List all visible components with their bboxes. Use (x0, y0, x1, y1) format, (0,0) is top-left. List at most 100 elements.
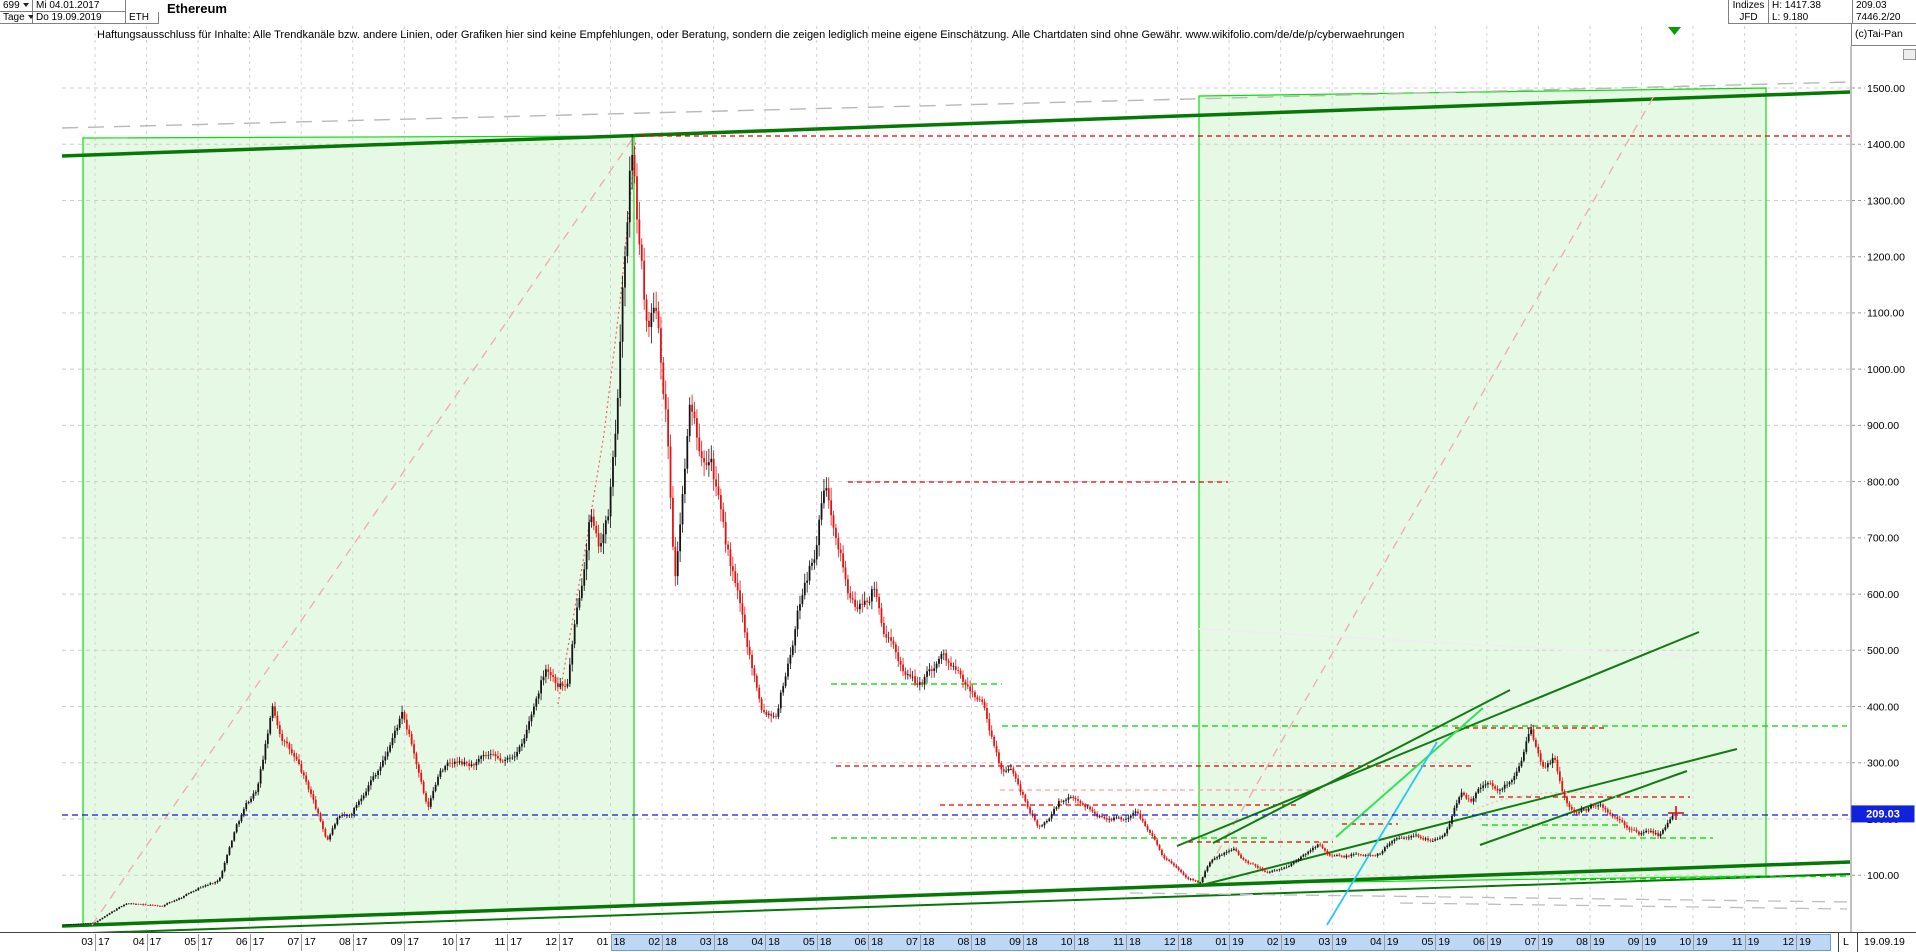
x-axis-month-tick (919, 934, 921, 951)
x-axis-year-label: 19 (1799, 936, 1811, 948)
x-axis-month-tick (455, 934, 457, 951)
x-axis-month-tick (507, 934, 509, 951)
x-axis-month-label: 12 (1782, 936, 1795, 948)
x-axis-year-label: 17 (407, 936, 419, 948)
gray-dash-bottom-2 (1399, 902, 1848, 910)
x-axis-month-label: 01 (596, 936, 609, 948)
period-value: Tage (3, 12, 25, 23)
y-axis-label: 900.00 (1867, 420, 1899, 432)
x-axis-year-label: 19 (1747, 936, 1760, 948)
x-axis-month-tick (610, 934, 612, 951)
header-bar: 699 Tage Mi 04.01.2017 Do 19.09.2019 ETH… (0, 0, 1916, 24)
x-axis-month-label: 11 (1113, 936, 1124, 948)
x-axis-month-tick (662, 934, 664, 951)
x-axis-year-label: 18 (871, 936, 883, 948)
x-axis-year-label: 18 (974, 936, 987, 948)
x-axis-year-label: 17 (252, 936, 265, 948)
x-axis-year-label: 18 (665, 936, 677, 948)
y-axis-label: 700.00 (1867, 533, 1899, 545)
symbol-field: ETH (126, 12, 159, 24)
x-axis-month-label: 04 (132, 936, 145, 948)
chevron-down-icon (27, 15, 34, 20)
x-axis-month-tick (249, 934, 251, 951)
x-axis-separator (1838, 933, 1839, 952)
x-axis-month-label: 10 (442, 936, 454, 948)
disclaimer-text: Haftungsausschluss für Inhalte: Alle Tre… (97, 29, 1405, 41)
header-volume: 7446.2/20 (1852, 12, 1916, 24)
x-axis-month-tick (1074, 934, 1076, 951)
x-axis-year-label: 19 (1592, 936, 1605, 948)
x-axis-year-label: 19 (1283, 936, 1296, 948)
green-dash-bottom-ext (1559, 875, 1848, 881)
x-axis-month-tick (1538, 934, 1540, 951)
candles-up-bodies (63, 155, 1674, 926)
x-axis-month-label: 12 (545, 936, 557, 948)
x-axis-year-label: 17 (149, 936, 162, 948)
period-low-label: L: 9.180 (1768, 12, 1852, 24)
x-axis-month-tick (558, 934, 560, 951)
x-axis-month-tick (352, 934, 354, 951)
x-axis-year-label: 18 (768, 936, 780, 948)
left-trend-channel-fill (83, 136, 634, 926)
g3-channel-uptrend (1212, 689, 1511, 844)
x-axis-year-label: 19 (1335, 936, 1347, 948)
x-axis-month-tick (301, 934, 303, 951)
y-axis-label: 1500.00 (1867, 83, 1905, 95)
candles-down-bodies (132, 155, 1660, 907)
x-axis-year-label: 19 (1541, 936, 1554, 948)
bars-count-value: 699 (3, 0, 20, 11)
x-axis-month-label: 05 (184, 936, 197, 948)
x-axis-month-tick (1229, 934, 1231, 951)
current-price-tag (1851, 805, 1915, 823)
x-axis-separator (1857, 933, 1858, 952)
x-axis-month-tick (713, 934, 715, 951)
x-axis-year-label: 18 (613, 936, 626, 948)
x-axis-month-label: 11 (494, 936, 506, 948)
x-axis-month-label: 03 (81, 936, 93, 948)
x-axis-month-label: 02 (648, 936, 661, 948)
x-axis-month-tick (1332, 934, 1334, 951)
x-axis-month-tick (404, 934, 406, 951)
x-axis-month-tick (1641, 934, 1643, 951)
x-axis-year-label: 19 (1438, 936, 1450, 948)
bars-count-dropdown[interactable]: 699 (0, 0, 33, 12)
y-axis-label: 1200.00 (1867, 251, 1905, 263)
x-axis-month-tick (198, 934, 200, 951)
last-date-label: 19.09.19 (1864, 936, 1905, 948)
x-axis-month-tick (1693, 934, 1695, 951)
x-axis-year-label: 17 (510, 936, 523, 948)
x-axis-month-tick (971, 934, 973, 951)
x-axis-month-tick (868, 934, 870, 951)
x-axis-month-label: 12 (1163, 936, 1176, 948)
x-axis-month-label: 04 (751, 936, 764, 948)
x-axis-month-tick (1589, 934, 1591, 951)
period-dropdown[interactable]: Tage (0, 12, 34, 24)
x-axis-year-label: 17 (458, 936, 471, 948)
y-axis-label: 500.00 (1867, 645, 1899, 657)
x-axis-year-label: 19 (1696, 936, 1708, 948)
y-axis-label: 1100.00 (1867, 308, 1904, 320)
axis-mini-button[interactable] (1903, 49, 1916, 60)
g2-long-uptrend (1205, 748, 1738, 885)
y-axis-label: 800.00 (1867, 476, 1899, 488)
x-axis-month-label: 10 (1060, 936, 1073, 948)
x-axis-year-label: 19 (1232, 936, 1244, 948)
x-axis-highlight (611, 934, 1831, 951)
x-axis-year-label: 18 (1129, 936, 1141, 948)
x-axis-month-tick (1435, 934, 1437, 951)
y-axis-label: 300.00 (1867, 758, 1899, 770)
last-bar-top-marker (1668, 27, 1681, 35)
x-axis-month-label: 03 (1318, 936, 1331, 948)
date-to-field[interactable]: Do 19.09.2019 (33, 12, 126, 24)
x-axis-year-label: 17 (304, 936, 316, 948)
right-channel-diagonal (1200, 95, 1655, 882)
y-axis-label: 600.00 (1867, 589, 1899, 601)
x-axis-year-label: 18 (1180, 936, 1193, 948)
x-axis-month-label: 11 (1731, 936, 1743, 948)
x-axis-month-tick (1796, 934, 1798, 951)
upper-gray-trend-dash (61, 81, 1851, 129)
date-from-field[interactable]: Mi 04.01.2017 (33, 0, 126, 12)
y-axis-label: 400.00 (1867, 701, 1899, 713)
